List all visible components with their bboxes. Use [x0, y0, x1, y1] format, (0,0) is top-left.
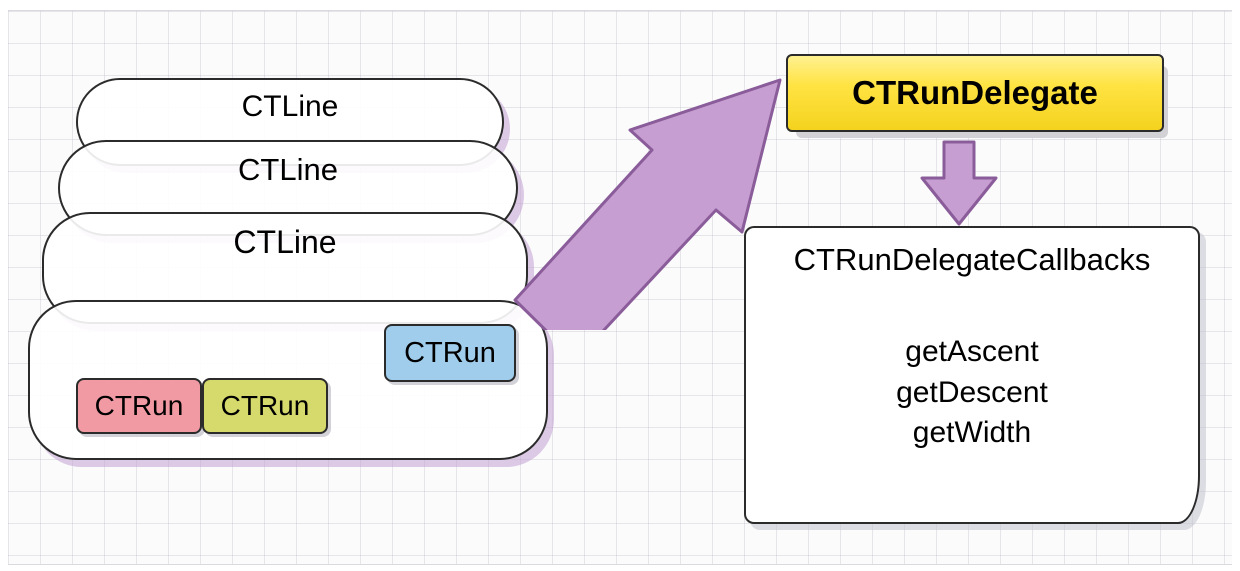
banner: CTRunDelegate — [786, 54, 1164, 132]
callbacks-list: getAscentgetDescentgetWidth — [746, 332, 1198, 454]
callbacks-title: CTRunDelegateCallbacks — [746, 242, 1198, 278]
ctrun-label: CTRun — [221, 390, 310, 421]
ctrun-box: CTRun — [76, 378, 202, 434]
ctrun-box: CTRun — [384, 324, 516, 382]
ctrun-label: CTRun — [95, 390, 184, 421]
callback-item: getAscent — [746, 332, 1198, 373]
callback-item: getDescent — [746, 373, 1198, 414]
ctrun-label: CTRun — [404, 337, 496, 369]
arrow-down-icon — [914, 138, 1004, 228]
ctrun-box: CTRun — [202, 378, 328, 434]
arrow-to-delegate — [480, 60, 800, 330]
ctline-label: CTLine — [78, 80, 502, 124]
callbacks-box: CTRunDelegateCallbacks getAscentgetDesce… — [744, 226, 1200, 524]
ctrundelegate-banner: CTRunDelegate — [786, 54, 1164, 132]
callback-item: getWidth — [746, 413, 1198, 454]
ctline-label: CTLine — [60, 142, 516, 188]
diagram-canvas: CTLine CTLine CTLine CTRun CTRun CTRun CTRun… — [0, 0, 1240, 571]
ctline-label: CTLine — [44, 214, 526, 261]
banner-label: CTRunDelegate — [852, 74, 1098, 112]
